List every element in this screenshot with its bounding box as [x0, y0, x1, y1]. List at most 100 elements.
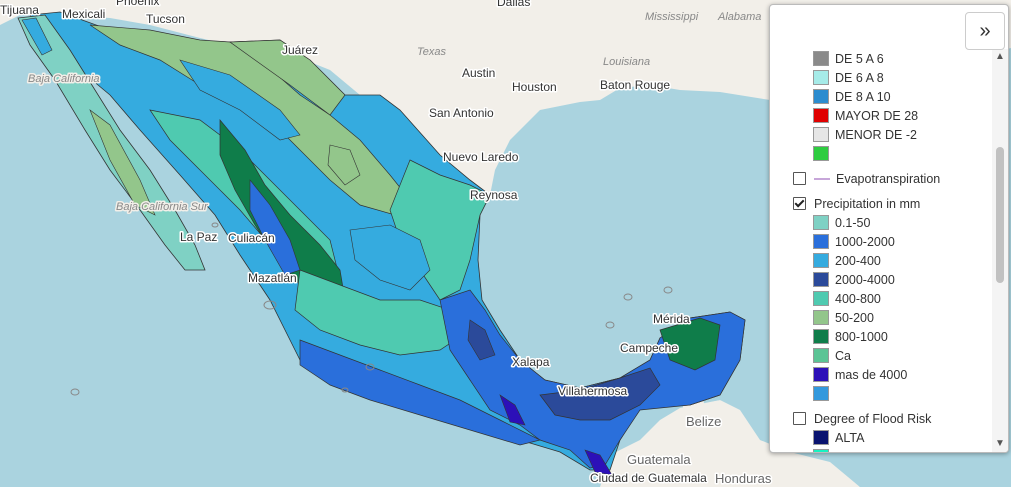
city-label: Juárez	[282, 43, 318, 57]
legend-color-swatch	[813, 51, 829, 66]
legend-class-label: MAYOR DE 28	[835, 108, 919, 123]
legend-class-label: 800-1000	[835, 329, 888, 344]
usa-landmass	[0, 0, 1011, 195]
layer-legend-panel[interactable]: » DE 5 A 6 DE 6 A 8 DE 8 A 10 MAYOR DE 28 ME…	[769, 4, 1009, 453]
legend-layer-toggle[interactable]: Precipitation in mm	[770, 194, 992, 213]
legend-class-item: 1000-2000	[770, 232, 992, 251]
legend-class-label: 200-400	[835, 253, 881, 268]
yucatan-800-1000	[659, 317, 721, 371]
legend-color-swatch	[813, 348, 829, 363]
legend-class-label: 50-200	[835, 310, 874, 325]
city-label: La Paz	[180, 230, 217, 244]
state-label: Baja California	[28, 73, 100, 85]
city-label: Xalapa	[512, 355, 550, 369]
legend-class-item	[770, 144, 992, 163]
legend-layer-toggle[interactable]: Degree of Flood Risk	[770, 409, 992, 428]
state-label: Texas	[417, 46, 446, 58]
legend-class-label: DE 5 A 6	[835, 51, 884, 66]
legend-class-item	[770, 384, 992, 403]
legend-class-item: DE 8 A 10	[770, 87, 992, 106]
city-label: Mérida	[653, 312, 690, 326]
country-label: Belize	[686, 414, 721, 429]
legend-color-swatch	[813, 272, 829, 287]
legend-color-swatch	[813, 215, 829, 230]
city-label: Villahermosa	[558, 384, 627, 398]
legend-class-label: DE 8 A 10	[835, 89, 891, 104]
scroll-up-arrow-icon[interactable]: ▲	[995, 51, 1005, 62]
legend-color-swatch	[813, 108, 829, 123]
legend-class-label: 400-800	[835, 291, 881, 306]
layer-name-label: Degree of Flood Risk	[814, 411, 932, 426]
legend-class-label: mas de 4000	[835, 367, 908, 382]
legend-color-swatch	[813, 89, 829, 104]
legend-class-item: 200-400	[770, 251, 992, 270]
legend-color-swatch	[813, 146, 829, 161]
city-label: Mazatlán	[248, 271, 297, 285]
state-label: Louisiana	[603, 56, 650, 68]
city-label: Austin	[462, 66, 495, 80]
legend-class-item: 400-800	[770, 289, 992, 308]
legend-color-swatch	[813, 329, 829, 344]
legend-scrollbar[interactable]: ▲ ▼	[992, 49, 1008, 452]
state-label: Mississippi	[645, 11, 699, 23]
legend-color-swatch	[813, 386, 829, 401]
country-label: Guatemala	[627, 452, 691, 467]
legend-class-item: Ca	[770, 346, 992, 365]
legend-class-item: DE 5 A 6	[770, 49, 992, 68]
collapse-legend-button[interactable]: »	[965, 12, 1005, 50]
city-label: Nuevo Laredo	[443, 150, 519, 164]
legend-color-swatch	[813, 430, 829, 445]
state-label: Baja California Sur	[116, 201, 209, 213]
city-label: Reynosa	[470, 188, 518, 202]
legend-color-swatch	[813, 449, 829, 452]
legend-class-label: 1000-2000	[835, 234, 895, 249]
legend-color-swatch	[813, 234, 829, 249]
city-label: Houston	[512, 80, 557, 94]
legend-class-item: ALTA	[770, 428, 992, 447]
city-label: San Antonio	[429, 106, 494, 120]
legend-class-item: DE 6 A 8	[770, 68, 992, 87]
belize-land	[683, 398, 715, 450]
legend-class-item: BAJA	[770, 447, 992, 452]
legend-class-label: ALTA	[835, 430, 865, 445]
country-label: Honduras	[715, 471, 772, 486]
state-label: Alabama	[717, 11, 761, 23]
layer-name-label: Precipitation in mm	[814, 196, 921, 211]
legend-class-item: MAYOR DE 28	[770, 106, 992, 125]
layer-checkbox[interactable]	[793, 172, 806, 185]
legend-class-label: 2000-4000	[835, 272, 895, 287]
scroll-down-arrow-icon[interactable]: ▼	[995, 438, 1005, 449]
legend-class-label: Ca	[835, 348, 851, 363]
city-label: Tucson	[146, 12, 185, 26]
city-label: Culiacán	[228, 231, 275, 245]
legend-color-swatch	[813, 70, 829, 85]
double-chevron-right-icon: »	[979, 19, 991, 42]
layer-checkbox[interactable]	[793, 412, 806, 425]
city-label: Ciudad de Guatemala	[590, 471, 707, 485]
city-label: Campeche	[620, 341, 678, 355]
legend-class-label: MENOR DE -2	[835, 127, 917, 142]
city-label: Mexicali	[62, 7, 105, 21]
legend-class-item: 50-200	[770, 308, 992, 327]
legend-layer-toggle[interactable]: Evapotranspiration	[770, 169, 992, 188]
legend-scroll-area[interactable]: DE 5 A 6 DE 6 A 8 DE 8 A 10 MAYOR DE 28 MENO…	[770, 49, 992, 452]
city-label: Tijuana	[0, 3, 39, 17]
legend-class-label: BAJA	[835, 450, 866, 453]
legend-color-swatch	[813, 367, 829, 382]
layer-checkbox[interactable]	[793, 197, 806, 210]
layer-name-label: Evapotranspiration	[836, 171, 941, 186]
legend-class-label: 0.1-50	[835, 215, 871, 230]
city-label: Phoenix	[116, 0, 159, 8]
legend-class-item: mas de 4000	[770, 365, 992, 384]
central-america-landmass	[600, 400, 860, 487]
legend-class-item: MENOR DE -2	[770, 125, 992, 144]
legend-class-item: 0.1-50	[770, 213, 992, 232]
line-symbol-icon	[814, 177, 830, 180]
legend-color-swatch	[813, 253, 829, 268]
city-label: Baton Rouge	[600, 78, 670, 92]
legend-color-swatch	[813, 291, 829, 306]
city-label: Dallas	[497, 0, 530, 9]
legend-color-swatch	[813, 127, 829, 142]
legend-class-item: 800-1000	[770, 327, 992, 346]
scrollbar-thumb[interactable]	[996, 147, 1004, 283]
